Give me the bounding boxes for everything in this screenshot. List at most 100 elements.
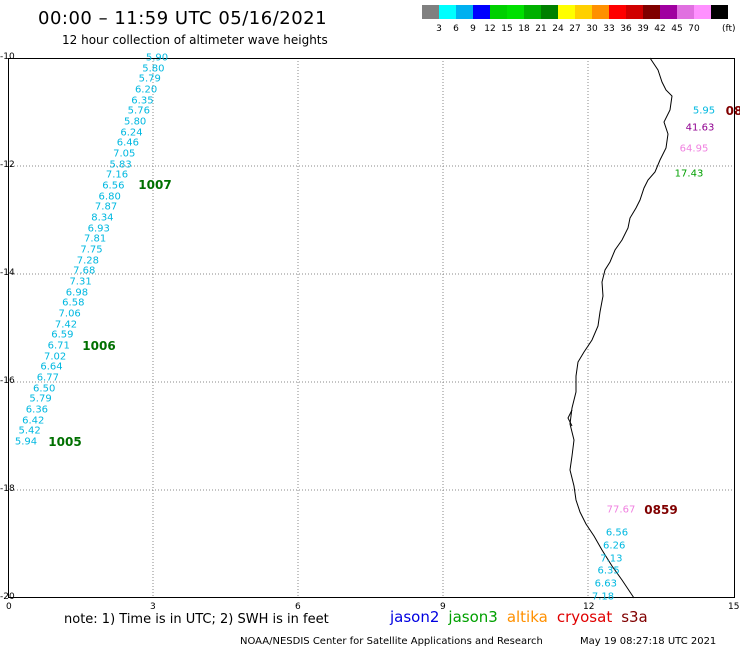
- wave-height-value: 6.36: [25, 404, 49, 416]
- legend-swatch: [694, 5, 711, 19]
- legend-label: 15: [501, 24, 513, 34]
- wave-height-value: 6.98: [65, 287, 89, 299]
- legend-swatch: [490, 5, 507, 19]
- legend-label: 45: [671, 24, 683, 34]
- wave-height-value: 5.94: [14, 436, 38, 448]
- wave-height-value: 5.90: [145, 52, 169, 64]
- wave-height-value: 6.63: [594, 578, 617, 590]
- coastline: [569, 57, 673, 599]
- legend-label: 21: [535, 24, 547, 34]
- wave-height-value: 77.67: [606, 504, 636, 516]
- footer-note: note: 1) Time is in UTC; 2) SWH is in fe…: [64, 612, 329, 627]
- wave-height-value: 5.83: [109, 159, 132, 171]
- y-tick-label: -18: [0, 484, 15, 494]
- legend-swatch: [524, 5, 541, 19]
- wave-height-value: 7.18: [591, 591, 615, 603]
- satellite-name: jason3: [448, 608, 498, 626]
- track-id-label: 1006: [82, 339, 116, 353]
- legend-swatch: [660, 5, 677, 19]
- legend-label: 33: [603, 24, 615, 34]
- wave-height-value: 7.02: [43, 351, 67, 363]
- wave-height-value: 7.13: [600, 553, 623, 565]
- timestamp: May 19 08:27:18 UTC 2021: [580, 636, 717, 647]
- track-id-label: 1005: [48, 435, 82, 449]
- legend-swatch: [677, 5, 694, 19]
- legend-swatch: [643, 5, 660, 19]
- wave-height-value: 7.31: [69, 276, 92, 288]
- legend-swatch: [609, 5, 626, 19]
- x-tick-label: 15: [728, 602, 740, 612]
- wave-height-value: 7.42: [54, 319, 78, 331]
- x-tick-label: 6: [295, 602, 301, 612]
- wave-height-value: 7.81: [83, 233, 107, 245]
- legend-swatch: [507, 5, 524, 19]
- wave-height-value: 7.75: [80, 244, 103, 256]
- credit-text: NOAA/NESDIS Center for Satellite Applica…: [240, 636, 543, 647]
- y-tick-label: -12: [0, 160, 15, 170]
- legend-label: 70: [688, 24, 700, 34]
- x-tick-label: 12: [583, 602, 595, 612]
- wave-height-value: 6.56: [605, 527, 629, 539]
- legend-label: 36: [620, 24, 632, 34]
- track-id-label: 08: [725, 104, 740, 118]
- legend-swatch: [575, 5, 592, 19]
- legend-label: 3: [436, 24, 442, 34]
- wave-height-value: 7.05: [113, 148, 136, 160]
- legend-swatch: [558, 5, 575, 19]
- wave-height-value: 6.80: [98, 191, 121, 203]
- wave-height-value: 5.79: [138, 73, 161, 85]
- page-title: 00:00 – 11:59 UTC 05/16/2021: [38, 8, 328, 29]
- y-tick-label: -16: [0, 376, 15, 386]
- y-tick-label: -20: [0, 592, 15, 602]
- x-tick-label: 0: [6, 602, 12, 612]
- color-legend: 3 6 9 12 15 18 21 24 27 30 33 36 39 42 45 70 (ft): [422, 5, 736, 34]
- wave-height-value: 6.24: [120, 127, 143, 139]
- legend-label: 27: [569, 24, 581, 34]
- wave-height-value: 5.76: [127, 105, 150, 117]
- satellite-legend: jason2 jason3 altika cryosat s3a: [390, 608, 657, 626]
- legend-unit: (ft): [722, 24, 736, 34]
- wave-height-value: 6.71: [47, 340, 70, 352]
- wave-height-value: 7.28: [76, 255, 99, 267]
- wave-height-value: 64.95: [679, 143, 709, 155]
- legend-label: 39: [637, 24, 649, 34]
- legend-swatch: [456, 5, 473, 19]
- legend-swatch: [422, 5, 439, 19]
- wave-height-value: 5.80: [124, 116, 147, 128]
- wave-height-value: 6.26: [603, 540, 626, 552]
- wave-height-value: 6.20: [134, 84, 158, 96]
- track-id-label: 0859: [644, 503, 678, 517]
- legend-swatch: [592, 5, 609, 19]
- wave-height-value: 6.93: [87, 223, 110, 235]
- wave-height-value: 6.56: [102, 180, 125, 192]
- legend-label: 30: [586, 24, 598, 34]
- x-tick-label: 3: [150, 602, 156, 612]
- wave-height-value: 8.34: [91, 212, 114, 224]
- wave-height-value: 17.43: [674, 168, 704, 180]
- wave-height-value: 7.87: [94, 201, 118, 213]
- legend-swatch: [541, 5, 558, 19]
- legend-swatch: [473, 5, 490, 19]
- y-tick-label: -10: [0, 52, 15, 62]
- wave-height-value: 6.46: [116, 137, 140, 149]
- satellite-name: altika: [506, 608, 548, 626]
- satellite-name: cryosat: [556, 608, 613, 626]
- track-id-label: 1007: [138, 178, 172, 192]
- wave-height-value: 6.59: [51, 329, 74, 341]
- wave-height-value: 5.95: [692, 105, 716, 117]
- wave-height-value: 6.35: [597, 565, 620, 577]
- legend-label: 12: [484, 24, 496, 34]
- wave-height-value: 6.64: [40, 361, 63, 373]
- wave-height-value: 7.06: [58, 308, 81, 320]
- wave-height-value: 6.50: [33, 383, 56, 395]
- wave-height-value: 5.79: [29, 393, 52, 405]
- x-tick-label: 9: [440, 602, 446, 612]
- wave-height-value: 6.35: [131, 95, 154, 107]
- legend-label: 9: [470, 24, 476, 34]
- legend-label: 42: [654, 24, 666, 34]
- wave-height-value: 5.42: [18, 425, 41, 437]
- wave-height-value: 7.68: [73, 265, 96, 277]
- wave-height-value: 6.58: [62, 297, 85, 309]
- satellite-name: jason2: [390, 608, 440, 626]
